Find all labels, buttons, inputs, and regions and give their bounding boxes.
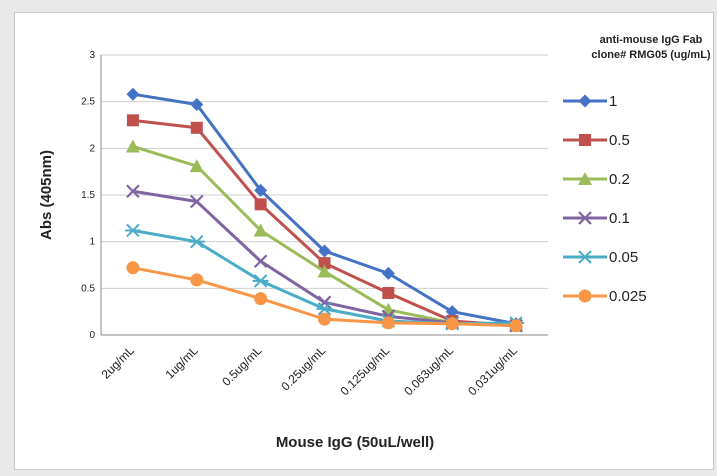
data-point	[381, 266, 395, 280]
marker-shape	[578, 289, 592, 303]
x-tick-label: 0.25ug/mL	[278, 343, 328, 393]
legend-label: 1	[609, 93, 617, 110]
data-point	[126, 184, 140, 199]
data-point	[316, 302, 333, 316]
series-line	[132, 92, 517, 326]
marker-shape	[317, 264, 332, 278]
marker-shape	[509, 319, 523, 333]
marker-shape	[189, 159, 204, 173]
y-axis-title: Abs (405nm)	[38, 150, 55, 240]
legend-label: 0.2	[609, 171, 630, 188]
marker-shape	[126, 87, 140, 101]
data-point	[382, 287, 395, 299]
marker-shape	[381, 266, 395, 280]
legend-label: 0.1	[609, 210, 630, 227]
marker-stroke	[190, 194, 204, 209]
marker-shape	[254, 183, 268, 197]
data-point	[188, 234, 205, 249]
marker-stroke	[253, 254, 268, 269]
marker-shape	[190, 273, 204, 287]
marker-shape	[445, 317, 459, 331]
legend-item: 0.025	[563, 288, 647, 305]
marker-stroke	[126, 184, 140, 199]
data-point	[381, 316, 395, 330]
y-tick-label: 3	[89, 50, 95, 61]
legend-marker	[578, 172, 592, 185]
marker-shape	[253, 223, 268, 237]
legend-marker	[578, 289, 592, 303]
data-point	[509, 319, 523, 333]
marker-shape	[381, 316, 395, 330]
y-tick-label: 0.5	[81, 283, 95, 294]
legend-marker	[579, 134, 591, 146]
y-tick-label: 1	[89, 237, 95, 248]
marker-shape	[318, 312, 331, 326]
data-point	[445, 305, 459, 319]
marker-shape	[579, 134, 591, 146]
chart-panel: 0 0.5 1 1.5 2 2.5 3 2ug/mL 1ug/mL 0.5ug/mL 0.25ug/…	[14, 12, 714, 470]
series-line	[132, 118, 517, 328]
data-point	[190, 97, 204, 111]
data-point	[124, 223, 141, 238]
data-point	[318, 244, 331, 258]
marker-shape	[318, 257, 331, 270]
data-point	[318, 257, 331, 270]
marker-shape	[578, 94, 592, 108]
data-point	[126, 114, 139, 127]
y-tick-label: 0	[89, 330, 95, 341]
legend-marker	[578, 211, 592, 225]
y-tick-label: 1.5	[81, 190, 95, 201]
data-point	[126, 87, 140, 101]
legend-marker	[578, 94, 592, 108]
data-point	[190, 273, 204, 287]
marker-shape	[254, 198, 267, 211]
y-tick-label: 2.5	[81, 97, 95, 108]
data-point	[317, 264, 332, 278]
data-point	[253, 254, 268, 269]
x-tick-label: 0.125ug/mL	[338, 343, 393, 398]
legend-marker	[577, 250, 593, 264]
marker-shape	[318, 244, 331, 258]
data-point	[445, 317, 459, 331]
marker-shape	[126, 261, 140, 275]
data-point	[190, 194, 204, 209]
legend-item: 0.1	[563, 210, 630, 227]
legend-label: 0.05	[609, 249, 638, 266]
x-tick-label: 0.5ug/mL	[219, 343, 265, 389]
marker-shape	[126, 114, 139, 127]
legend-item: 0.5	[563, 132, 630, 149]
data-point	[190, 121, 203, 134]
data-point	[254, 292, 268, 306]
marker-stroke	[578, 211, 592, 225]
x-tick-label: 1ug/mL	[162, 343, 200, 381]
x-tick-label: 0.063ug/mL	[401, 343, 456, 398]
marker-shape	[190, 97, 204, 111]
marker-shape	[578, 172, 592, 185]
legend-title: clone# RMG05 (ug/mL)	[591, 49, 711, 61]
data-point	[252, 274, 269, 288]
marker-shape	[382, 287, 395, 299]
data-point	[254, 183, 268, 197]
marker-shape	[190, 121, 203, 134]
legend-label: 0.025	[609, 288, 647, 305]
legend-item: 0.2	[563, 171, 630, 188]
marker-shape	[125, 139, 140, 153]
data-point	[125, 139, 140, 153]
marker-shape	[445, 305, 459, 319]
legend-label: 0.5	[609, 132, 630, 149]
x-tick-label: 2ug/mL	[99, 343, 137, 381]
x-tick-label: 0.031ug/mL	[465, 343, 520, 398]
marker-shape	[254, 292, 268, 306]
data-point	[189, 159, 204, 173]
data-point	[318, 312, 331, 326]
data-point	[253, 223, 268, 237]
x-axis-title: Mouse IgG (50uL/well)	[276, 434, 434, 451]
data-point	[254, 198, 267, 211]
legend-item: 0.05	[563, 249, 638, 266]
legend-title: anti-mouse IgG Fab	[600, 34, 703, 46]
chart-svg: 0 0.5 1 1.5 2 2.5 3 2ug/mL 1ug/mL 0.5ug/mL 0.25ug/…	[38, 34, 711, 451]
y-tick-label: 2	[89, 143, 95, 154]
data-point	[126, 261, 140, 275]
